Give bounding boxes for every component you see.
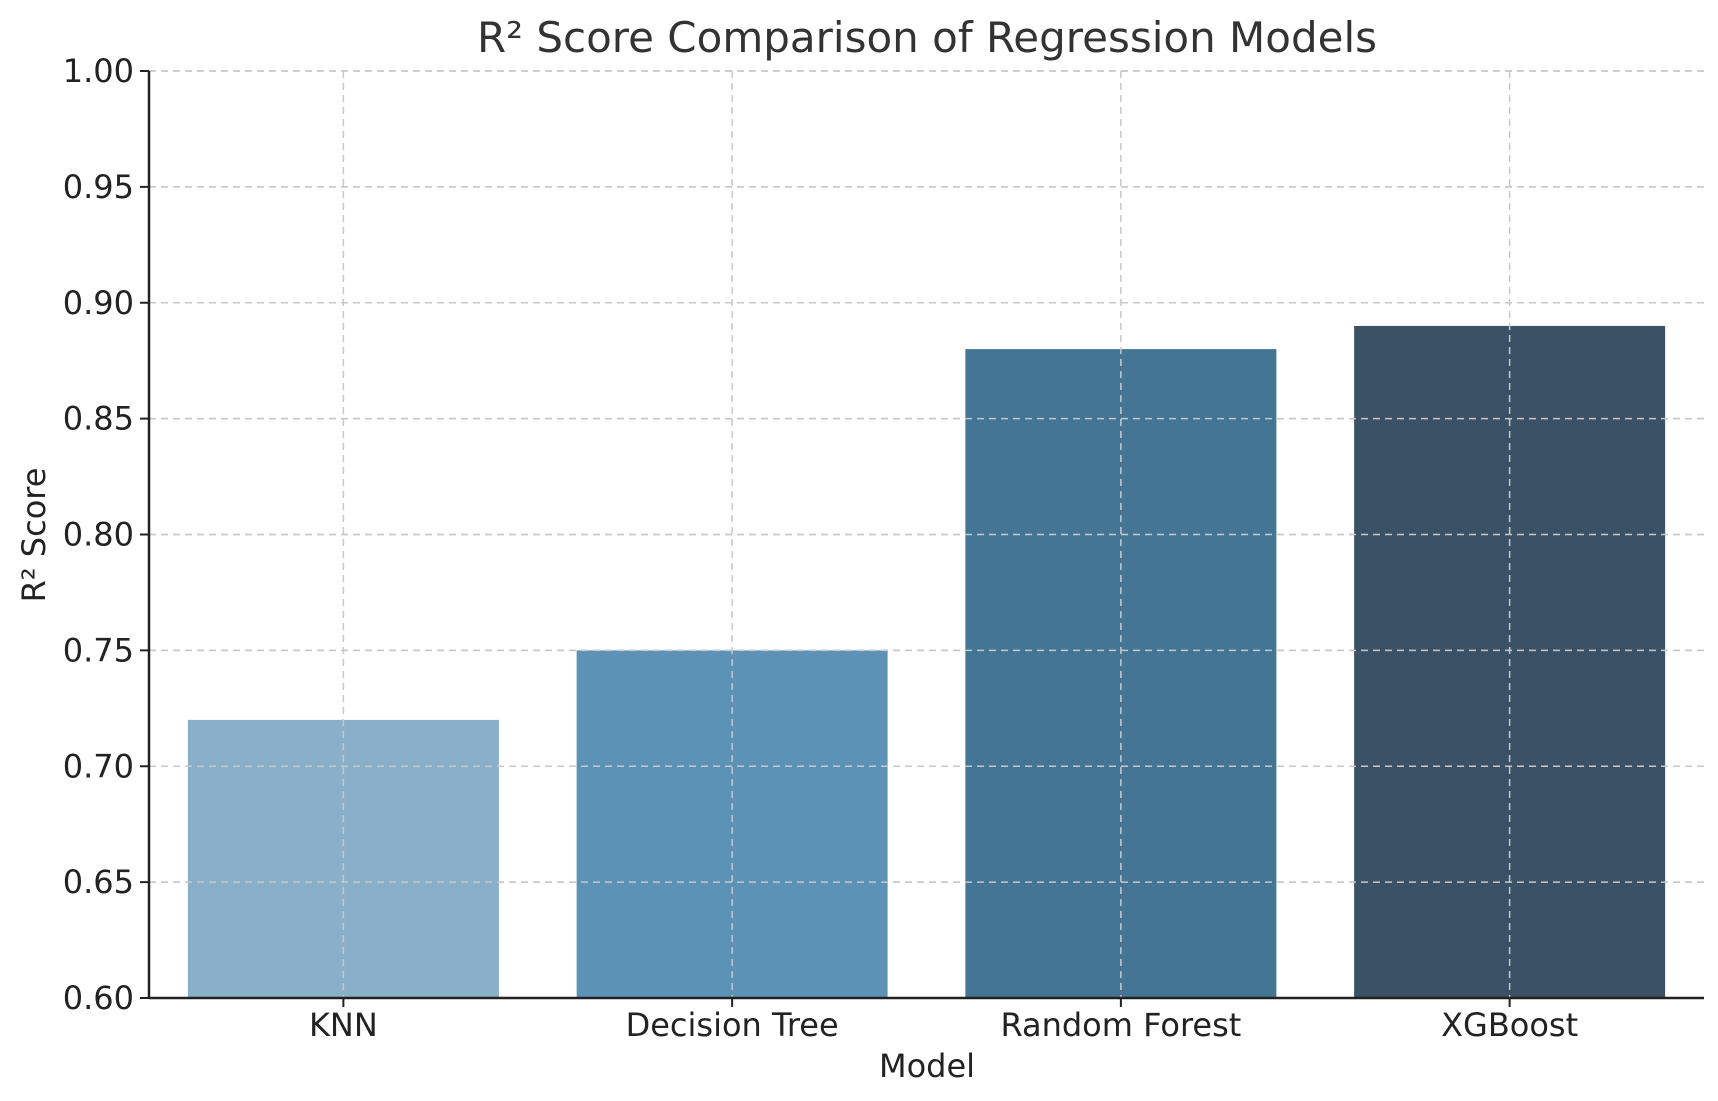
x-axis-label: Model: [879, 1047, 975, 1085]
y-tick-label: 0.75: [63, 631, 134, 669]
y-tick-label: 0.65: [63, 863, 134, 901]
tick-label-layer: 0.60 0.65 0.70 0.75 0.80 0.85 0.90 0.95 1.00 KNN D…: [63, 52, 1578, 1044]
y-tick-label: 0.95: [63, 168, 134, 206]
y-tick-label: 0.60: [63, 979, 134, 1017]
bar: [576, 650, 888, 998]
x-tick-label: Decision Tree: [626, 1006, 839, 1044]
y-tick-label: 0.80: [63, 516, 134, 554]
y-tick-label: 0.70: [63, 747, 134, 785]
x-tick-label: KNN: [309, 1006, 378, 1044]
bar-layer: [187, 325, 1666, 999]
y-tick-label: 0.90: [63, 284, 134, 322]
axis-layer: [140, 70, 1704, 1007]
grid-overlay: [149, 70, 1704, 998]
y-axis-label: R² Score: [15, 468, 53, 603]
x-tick-label: XGBoost: [1441, 1006, 1578, 1044]
x-tick-label: Random Forest: [1000, 1006, 1241, 1044]
chart-title: R² Score Comparison of Regression Models: [477, 13, 1377, 62]
y-tick-label: 1.00: [63, 52, 134, 90]
y-tick-label: 0.85: [63, 400, 134, 438]
